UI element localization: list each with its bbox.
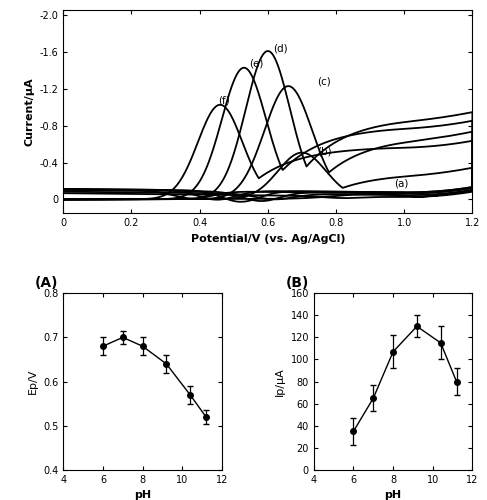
Text: (f): (f): [218, 96, 230, 106]
Text: (B): (B): [285, 276, 309, 289]
Text: (c): (c): [318, 76, 331, 86]
Text: (e): (e): [249, 58, 263, 68]
Y-axis label: Ip/μA: Ip/μA: [275, 367, 285, 396]
Text: (d): (d): [273, 44, 288, 54]
X-axis label: pH: pH: [134, 490, 151, 500]
X-axis label: Potential/V (vs. Ag/AgCl): Potential/V (vs. Ag/AgCl): [190, 234, 345, 244]
Text: (b): (b): [318, 146, 332, 156]
Text: (A): (A): [35, 276, 58, 289]
Y-axis label: Ep/V: Ep/V: [28, 369, 37, 394]
Y-axis label: Current/μA: Current/μA: [24, 78, 34, 146]
Text: (a): (a): [394, 179, 409, 189]
X-axis label: pH: pH: [385, 490, 402, 500]
